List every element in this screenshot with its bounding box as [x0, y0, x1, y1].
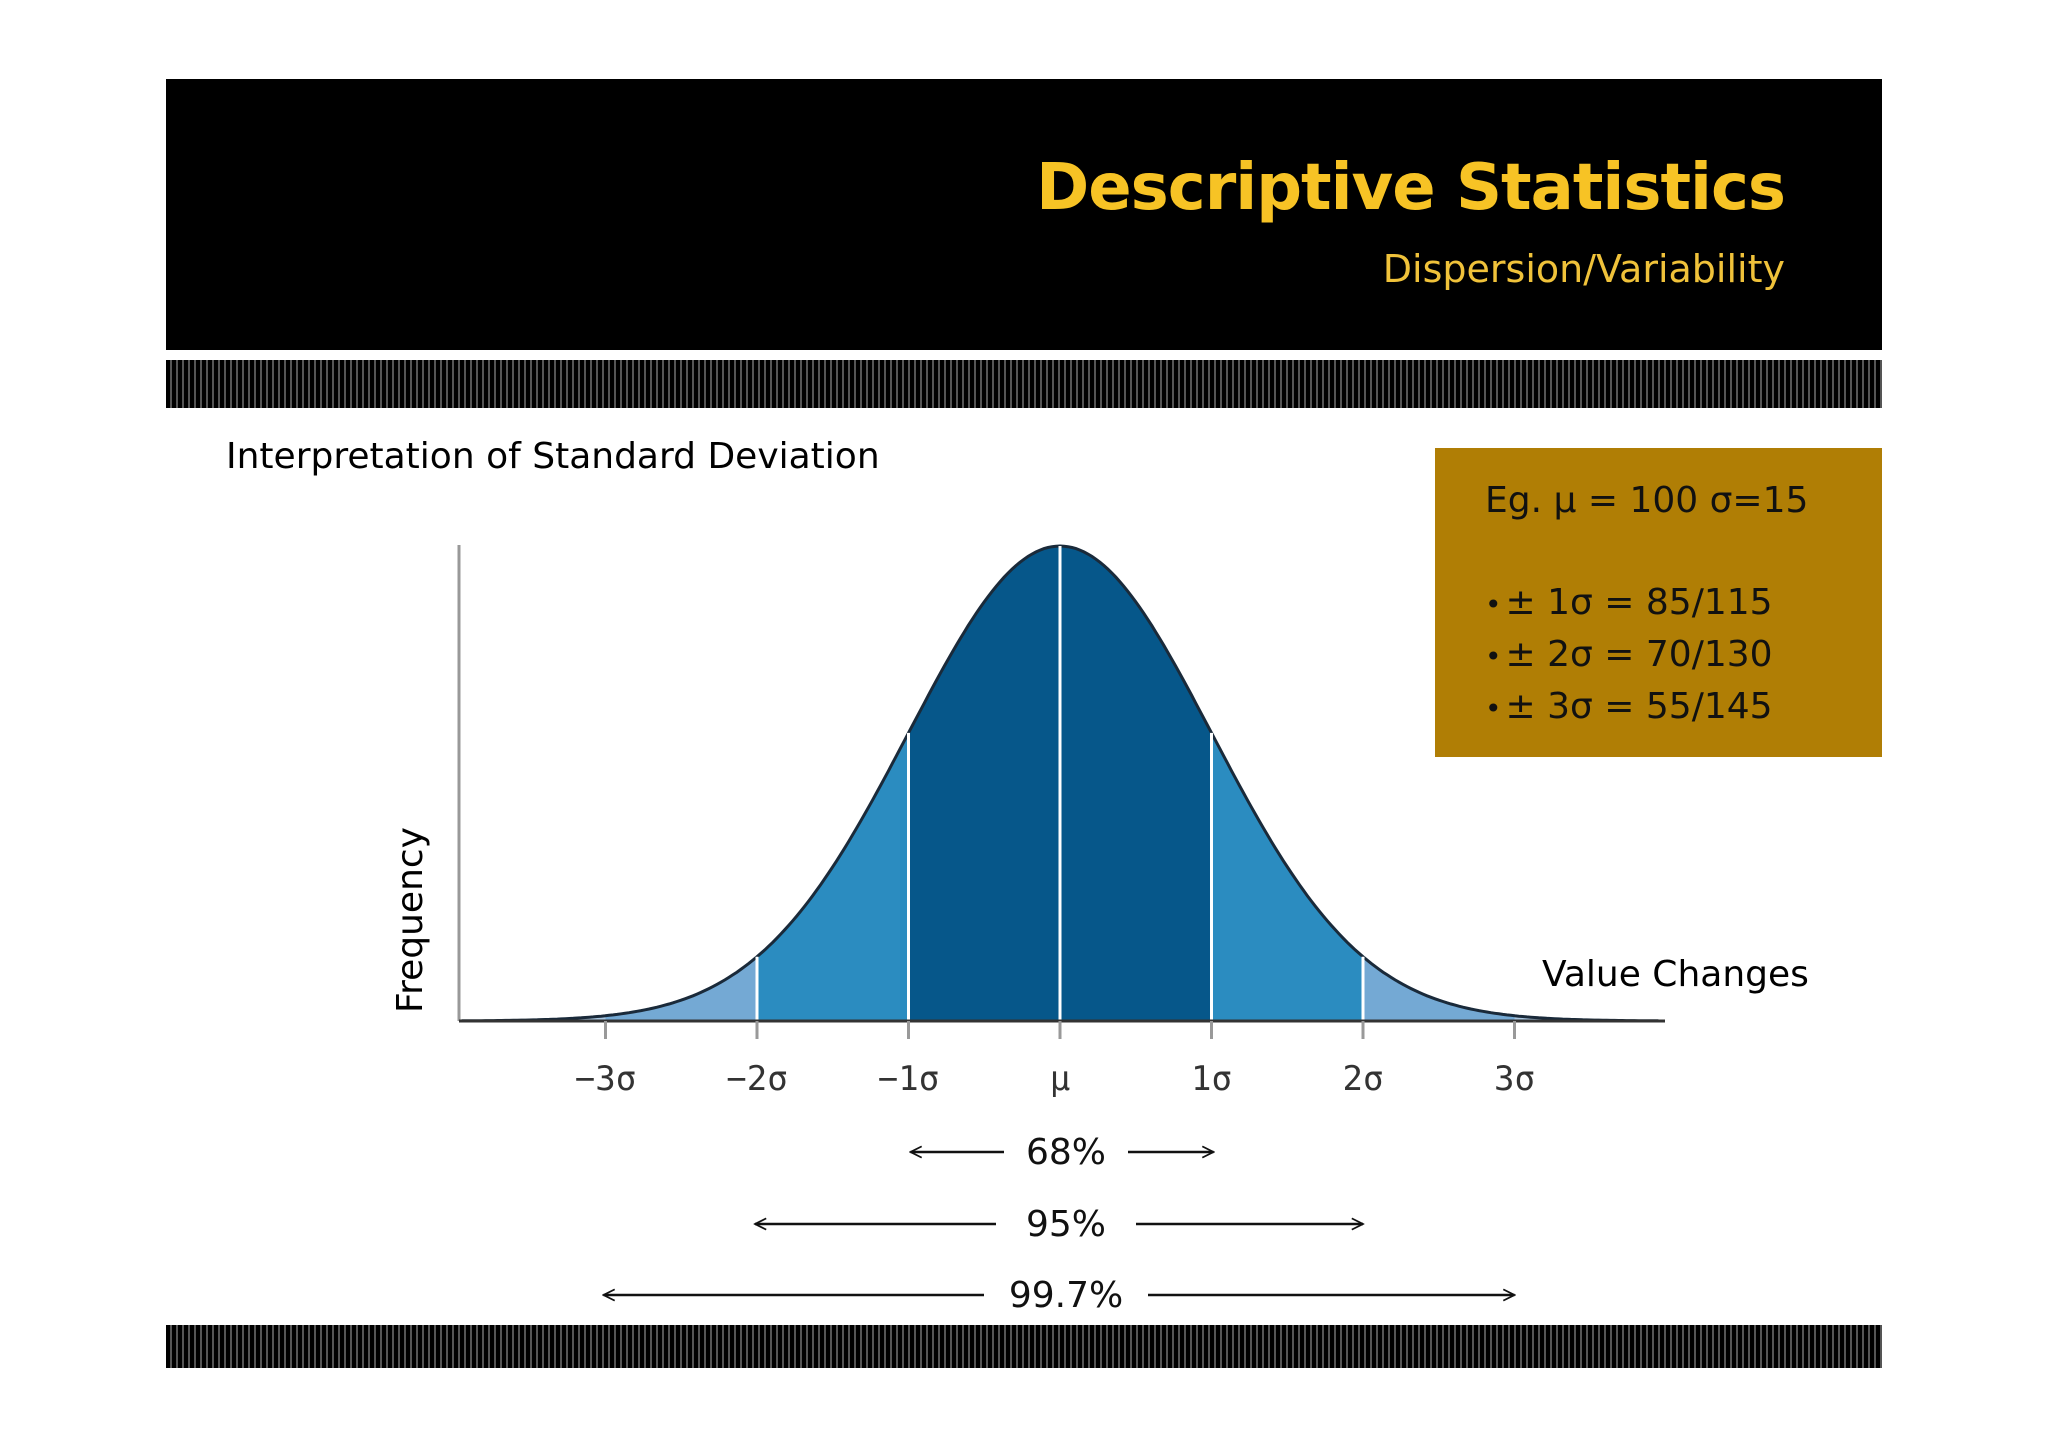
slide-title: Descriptive Statistics [1036, 151, 1786, 225]
x-tick-label: μ [1050, 1059, 1070, 1099]
sigma-dividers [755, 546, 1365, 1021]
x-tick-label: 2σ [1343, 1059, 1384, 1099]
coverage-arrows: 68% 95% 99.7% [604, 1132, 1515, 1316]
y-axis-label: Frequency [390, 827, 431, 1013]
x-tick-label: 1σ [1191, 1059, 1232, 1099]
decorative-stripe-bottom [166, 1325, 1882, 1368]
bullet-3sigma-text: ± 3σ = 55/145 [1505, 686, 1773, 727]
sigma-band-4 [1363, 956, 1515, 1021]
bullet-1sigma-text: ± 1σ = 85/115 [1505, 582, 1773, 623]
x-tick-label: −2σ [726, 1059, 787, 1099]
bullet-3sigma: • ± 3σ = 55/145 [1485, 686, 1773, 727]
x-axis-label: Value Changes [1542, 954, 1809, 995]
x-tick-labels: −3σ −2σ −1σ μ 1σ 2σ 3σ [575, 1059, 1535, 1099]
example-text: Eg. μ = 100 σ=15 [1485, 480, 1809, 521]
slide-subtitle: Dispersion/Variability [1382, 247, 1785, 291]
bullet-1sigma: • ± 1σ = 85/115 [1485, 582, 1773, 623]
x-tick-label: −3σ [575, 1059, 636, 1099]
coverage-label: 99.7% [1009, 1275, 1123, 1316]
decorative-stripe-top [166, 360, 1882, 408]
bullet-2sigma-text: ± 2σ = 70/130 [1505, 634, 1773, 675]
bullet-2sigma: • ± 2σ = 70/130 [1485, 634, 1773, 675]
coverage-label: 68% [1026, 1132, 1106, 1173]
x-tick-label: −1σ [878, 1059, 939, 1099]
example-info-box: Eg. μ = 100 σ=15 • ± 1σ = 85/115 • ± 2σ = … [1435, 448, 1882, 757]
coverage-label: 95% [1026, 1204, 1106, 1245]
x-ticks [604, 1021, 1516, 1039]
section-heading: Interpretation of Standard Deviation [226, 436, 880, 477]
x-tick-label: 3σ [1494, 1059, 1535, 1099]
slide-header: Descriptive Statistics Dispersion/Variab… [166, 79, 1882, 350]
sigma-band-3 [605, 956, 757, 1021]
